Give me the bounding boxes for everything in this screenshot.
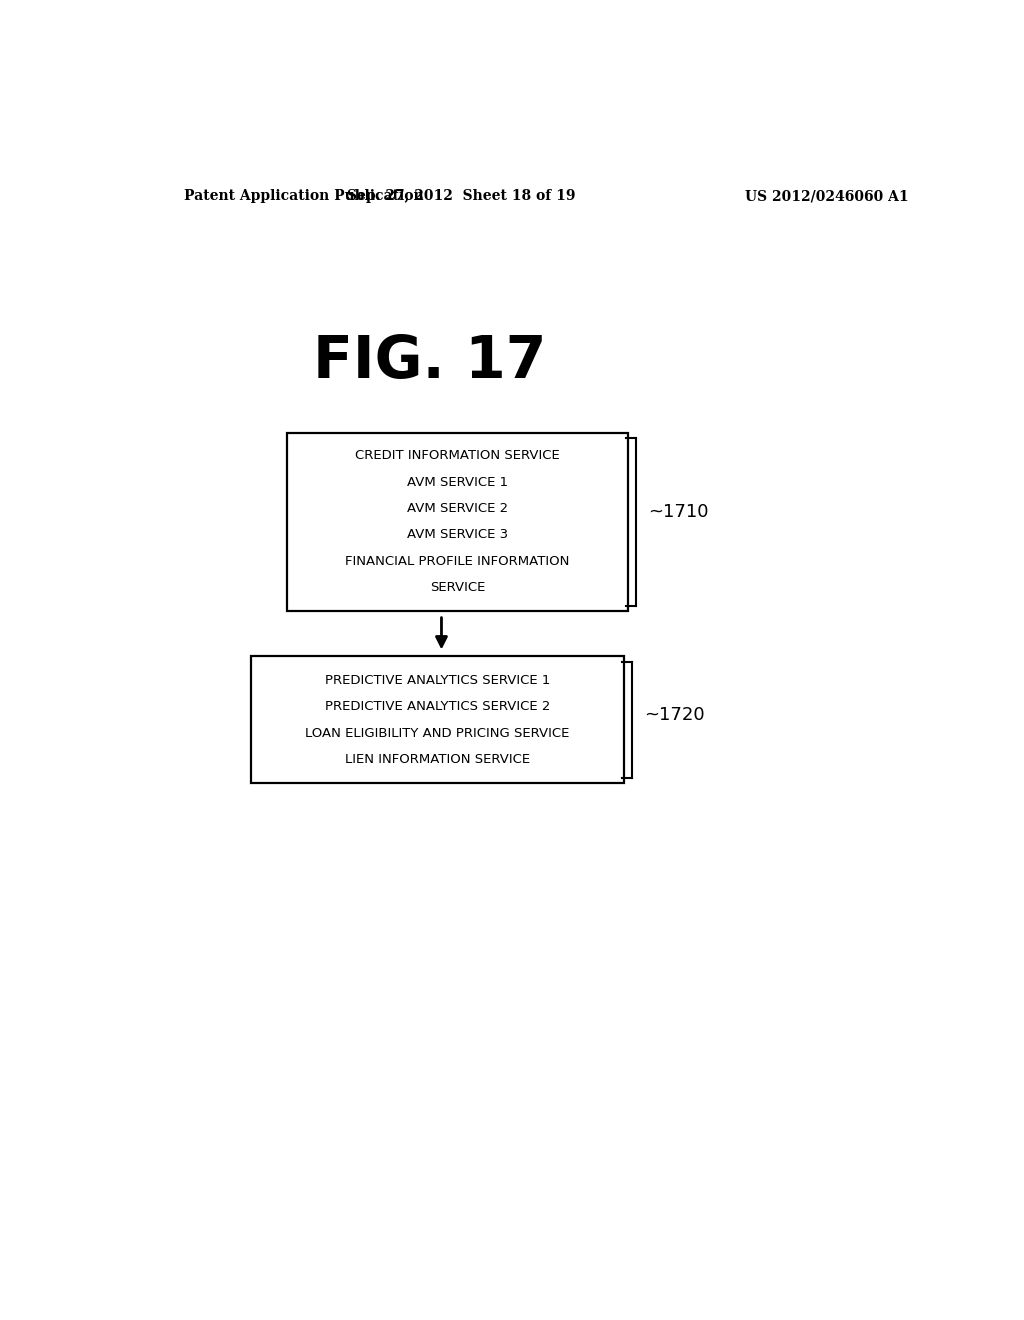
Text: AVM SERVICE 1: AVM SERVICE 1 (407, 475, 508, 488)
Text: LIEN INFORMATION SERVICE: LIEN INFORMATION SERVICE (345, 754, 530, 766)
Text: AVM SERVICE 3: AVM SERVICE 3 (407, 528, 508, 541)
Text: CREDIT INFORMATION SERVICE: CREDIT INFORMATION SERVICE (355, 449, 560, 462)
Text: ~1710: ~1710 (648, 503, 709, 520)
FancyBboxPatch shape (251, 656, 624, 784)
Text: PREDICTIVE ANALYTICS SERVICE 2: PREDICTIVE ANALYTICS SERVICE 2 (325, 700, 550, 713)
Text: Sep. 27, 2012  Sheet 18 of 19: Sep. 27, 2012 Sheet 18 of 19 (347, 189, 575, 203)
Text: Patent Application Publication: Patent Application Publication (183, 189, 423, 203)
FancyBboxPatch shape (287, 433, 628, 611)
Text: US 2012/0246060 A1: US 2012/0246060 A1 (744, 189, 908, 203)
Text: AVM SERVICE 2: AVM SERVICE 2 (407, 502, 508, 515)
Text: FINANCIAL PROFILE INFORMATION: FINANCIAL PROFILE INFORMATION (345, 554, 569, 568)
Text: ~1720: ~1720 (644, 706, 705, 723)
Text: LOAN ELIGIBILITY AND PRICING SERVICE: LOAN ELIGIBILITY AND PRICING SERVICE (305, 727, 569, 739)
Text: FIG. 17: FIG. 17 (313, 333, 546, 391)
Text: PREDICTIVE ANALYTICS SERVICE 1: PREDICTIVE ANALYTICS SERVICE 1 (325, 673, 550, 686)
Text: SERVICE: SERVICE (430, 581, 485, 594)
